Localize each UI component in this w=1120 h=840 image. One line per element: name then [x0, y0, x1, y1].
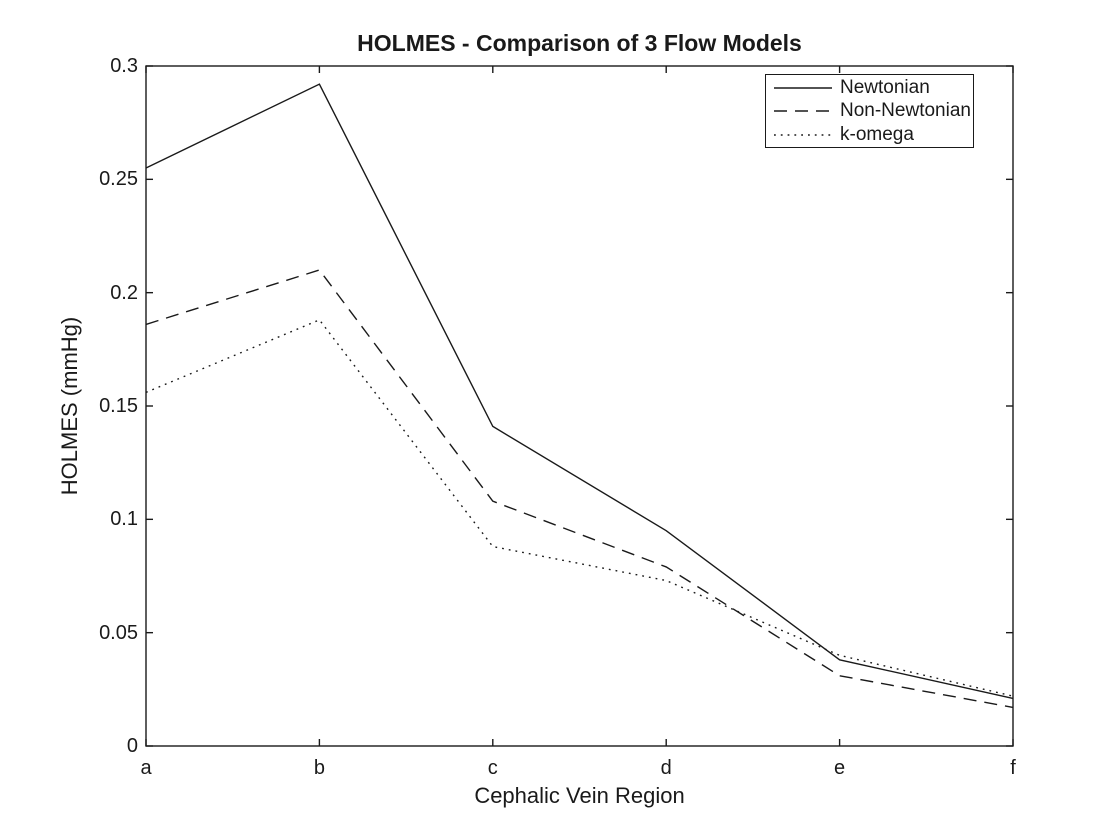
y-tick-label-0.05: 0.05 [99, 621, 138, 644]
y-tick-label-0.2: 0.2 [110, 281, 138, 304]
legend-item-non-newtonian: Non-Newtonian [774, 100, 973, 122]
x-tick-label-e: e [834, 757, 846, 779]
legend-item-newtonian: Newtonian [774, 77, 973, 99]
legend: Newtonian Non-Newtonian k-omega [765, 74, 974, 148]
series-line-newtonian [145, 83, 1014, 700]
x-tick-label-c: c [487, 757, 498, 779]
series-line-k-omega [145, 319, 1014, 697]
legend-dashed-line-icon [774, 110, 832, 112]
x-tick-label-f: f [1010, 757, 1016, 779]
legend-item-k-omega: k-omega [774, 124, 973, 146]
x-tick-label-b: b [313, 757, 325, 779]
series-line-non-newtonian [145, 269, 1014, 709]
chart-title: HOLMES - Comparison of 3 Flow Models [357, 30, 802, 56]
y-tick-label-0.25: 0.25 [99, 168, 138, 191]
y-tick-label-0.1: 0.1 [110, 508, 138, 531]
y-tick-label-0.3: 0.3 [110, 55, 138, 77]
legend-solid-line-icon [774, 86, 832, 89]
y-tick-label-0: 0 [126, 735, 138, 757]
legend-label-non-newtonian: Non-Newtonian [840, 100, 971, 121]
legend-label-newtonian: Newtonian [840, 76, 930, 98]
legend-dotted-line-icon [774, 133, 832, 136]
axes-frame [145, 65, 1014, 747]
x-tick-label-a: a [140, 757, 152, 779]
x-tick-label-d: d [660, 757, 672, 779]
x-axis-label: Cephalic Vein Region [474, 783, 685, 808]
legend-label-k-omega: k-omega [840, 123, 914, 145]
y-tick-label-0.15: 0.15 [99, 395, 138, 417]
